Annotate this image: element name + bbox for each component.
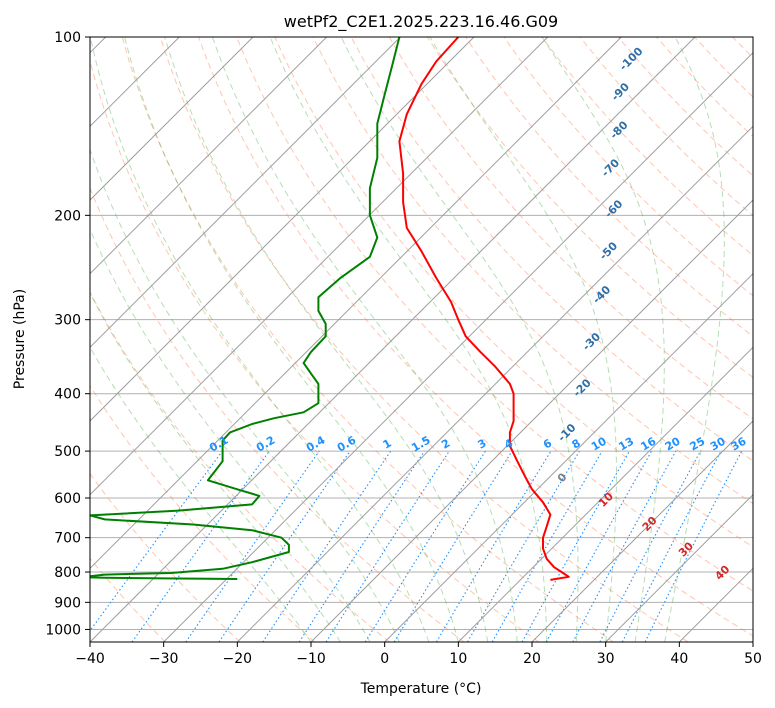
moist-adiabat-line [211, 37, 518, 642]
isotherm-line [531, 420, 753, 642]
dry-adiabat-line [159, 37, 689, 642]
y-tick-label: 500 [54, 444, 81, 460]
y-tick-label: 600 [54, 491, 81, 507]
moist-adiabat-line [429, 37, 617, 642]
y-axis-label: Pressure (hPa) [12, 289, 28, 389]
isotherm-line [90, 37, 549, 496]
mixing-ratio-line [545, 450, 653, 642]
x-tick-label: −10 [296, 651, 326, 667]
dry-adiabat-line [465, 37, 753, 338]
isotherm-line [163, 51, 753, 642]
isotherm-line [90, 37, 254, 201]
mixing-ratio-line [131, 450, 270, 642]
sounding-series [90, 37, 570, 581]
moist-adiabat-line [90, 148, 400, 642]
dry-adiabat-line [90, 384, 316, 642]
dry-adiabat-line [426, 37, 753, 378]
x-tick-label: −20 [223, 651, 253, 667]
x-tick-label: 0 [380, 651, 389, 667]
mixing-ratio-line [298, 450, 425, 642]
dry-adiabat-line [350, 37, 753, 462]
y-tick-label: 900 [54, 595, 81, 611]
isotherm-line [457, 346, 753, 642]
x-tick-label: 10 [449, 651, 467, 667]
x-tick-label: −30 [149, 651, 179, 667]
dry-adiabat-line [90, 186, 465, 642]
isotherm-line [90, 37, 401, 349]
dry-adiabat-line [90, 59, 540, 642]
isotherm-grid [90, 37, 753, 642]
moist-adiabat-line [124, 37, 459, 642]
y-tick-label: 100 [54, 30, 81, 46]
mixing-ratio-line [572, 450, 677, 642]
mixing-ratio-line [262, 450, 392, 642]
dry-adiabat-line [388, 37, 753, 420]
moist-adiabat-line [90, 292, 341, 642]
isobar-grid [90, 37, 753, 630]
dry-adiabat-line [90, 472, 241, 642]
moist-adiabat-line [541, 37, 665, 642]
y-tick-label: 400 [54, 387, 81, 403]
moist-adiabat-line [664, 37, 725, 642]
y-tick-label: 300 [54, 313, 81, 329]
dewpoint-profile-line [90, 37, 401, 580]
y-tick-label: 200 [54, 208, 81, 224]
x-tick-label: 40 [670, 651, 688, 667]
moist-adiabat-line [90, 228, 371, 642]
moist-adiabat-line [340, 37, 579, 642]
isotherm-line [90, 37, 622, 570]
temperature-profile-line [398, 37, 570, 581]
isotherm-line [310, 199, 753, 642]
dry-adiabat-line [312, 37, 753, 505]
mixing-ratio-line [90, 450, 223, 632]
x-tick-label: 50 [744, 651, 762, 667]
dry-adiabat-line [121, 37, 614, 642]
x-tick-label: −40 [75, 651, 105, 667]
isotherm-line [236, 125, 753, 642]
mixing-ratio-line [393, 450, 513, 642]
isotherm-line [90, 37, 696, 642]
dry-adiabat-line [236, 37, 753, 592]
isotherm-line [90, 37, 328, 275]
mixing-ratio-line [218, 450, 351, 642]
dry-adiabat-line [274, 37, 753, 548]
x-tick-label: 20 [523, 651, 541, 667]
y-tick-label: 700 [54, 531, 81, 547]
x-axis-label: Temperature (°C) [360, 681, 482, 697]
mixing-ratio-lines [90, 450, 743, 642]
chart-title: wetPf2_C2E1.2025.223.16.46.G09 [284, 12, 558, 32]
mixing-ratio-line [644, 450, 743, 642]
x-tick-label: 30 [597, 651, 615, 667]
y-tick-label: 1000 [45, 622, 81, 638]
moist-adiabat-line [90, 37, 430, 642]
isotherm-line [90, 37, 475, 422]
mixing-ratio-line [185, 450, 320, 642]
y-tick-label: 800 [54, 565, 81, 581]
axes: −40 −30 −20 −10 0 10 20 30 40 50 100 200 300 400 500 60… [45, 30, 762, 667]
mixing-ratio-line [521, 450, 630, 642]
dry-adiabat-line [90, 291, 390, 642]
isotherm-line [384, 272, 753, 642]
plot-frame [89, 36, 754, 643]
isotherm-line [605, 493, 753, 642]
moist-adiabat-line [164, 37, 489, 642]
mixing-ratio-line [325, 450, 450, 642]
moist-adiabat-line [269, 37, 548, 642]
dry-adiabat-line [503, 37, 753, 297]
